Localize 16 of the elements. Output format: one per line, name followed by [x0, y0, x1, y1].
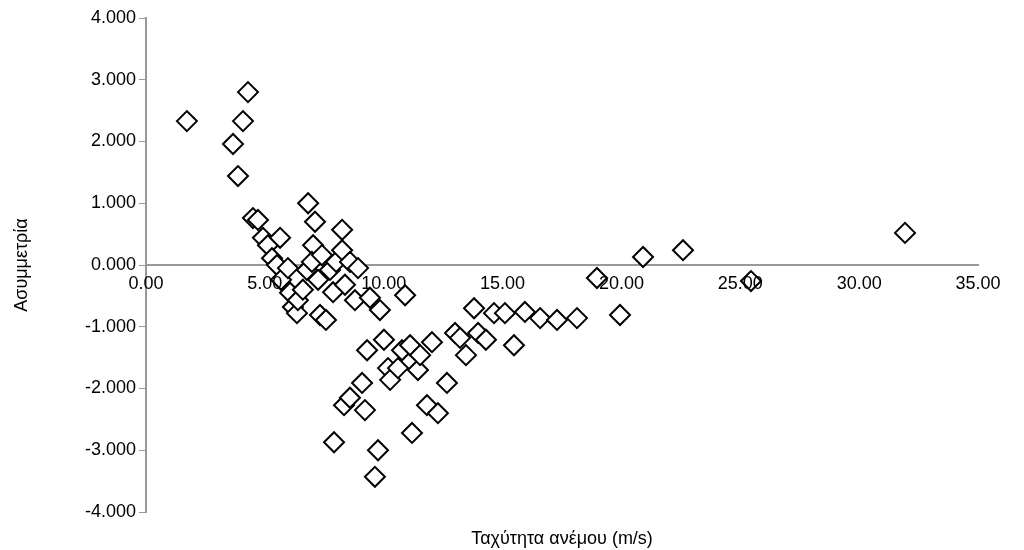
- y-tick-label: 3.000: [90, 68, 136, 89]
- y-tick-label: -2.000: [84, 377, 136, 398]
- y-tick-label: 0.000: [90, 253, 136, 274]
- y-axis-title: Ασυμμετρία: [10, 218, 31, 312]
- y-tick-label: 1.000: [90, 192, 136, 213]
- x-tick-label: 0.00: [128, 272, 164, 293]
- y-tick-label: -4.000: [84, 500, 136, 521]
- y-tick-label: -3.000: [84, 439, 136, 460]
- y-tick-label: 2.000: [90, 130, 136, 151]
- y-tick-label: -1.000: [84, 315, 136, 336]
- x-tick-label: 30.00: [836, 272, 882, 293]
- y-tick-label: 4.000: [90, 6, 136, 27]
- x-tick-label: 35.00: [955, 272, 1001, 293]
- x-tick-label: 20.00: [598, 272, 644, 293]
- x-axis-title: Ταχύτητα ανέμου (m/s): [471, 527, 653, 548]
- x-tick-label: 15.00: [480, 272, 526, 293]
